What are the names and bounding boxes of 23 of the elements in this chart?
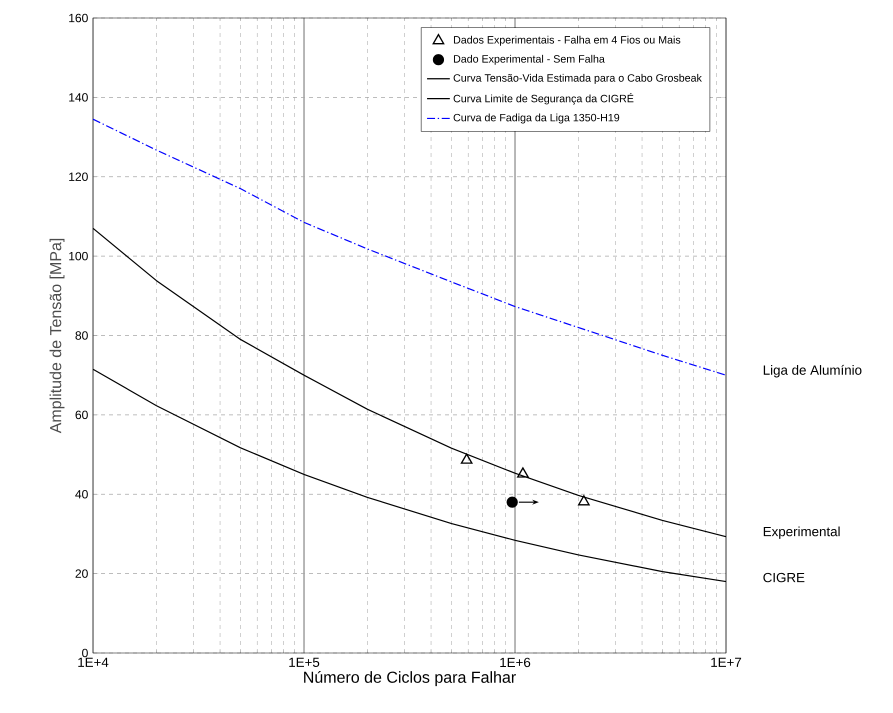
text: Experimental (764, 526, 840, 539)
x-axis-title: Número de Ciclos para Falhar (304, 670, 516, 686)
x-tick-label: 1E+5 (289, 658, 320, 667)
y-tick-label: 160 (69, 14, 88, 22)
x-tick-label: 1E+6 (500, 658, 530, 668)
text: Liga de Alumínio (764, 364, 862, 378)
legend-label: Dado Experimental - Sem Falha (454, 54, 605, 65)
x-tick-label: 1E+4 (78, 658, 108, 667)
text: CIGRE (763, 572, 804, 582)
legend-label: Curva Limite de Segurança da CIGRÉ (454, 92, 634, 104)
legend-label: Curva de Fadiga da Liga 1350-H19 (454, 114, 620, 124)
y-tick-label: 60 (76, 410, 88, 420)
y-tick-label: 120 (69, 172, 88, 181)
y-tick-label: 40 (75, 490, 88, 498)
y-tick-label: 0 (82, 648, 88, 658)
y-axis-title: Amplitude de Tensão [MPa] (50, 238, 64, 434)
y-tick-label: 100 (69, 252, 88, 260)
y-tick-label: 20 (76, 569, 88, 578)
legend-label: Dados Experimentais - Falha em 4 Fios ou Mais (454, 36, 680, 46)
y-tick-label: 140 (69, 93, 88, 102)
y-tick-label: 80 (75, 331, 88, 340)
legend-label: Curva Tensão-Vida Estimada para o Cabo Grosbeak (454, 74, 702, 84)
x-tick-label: 1E+7 (711, 658, 742, 667)
